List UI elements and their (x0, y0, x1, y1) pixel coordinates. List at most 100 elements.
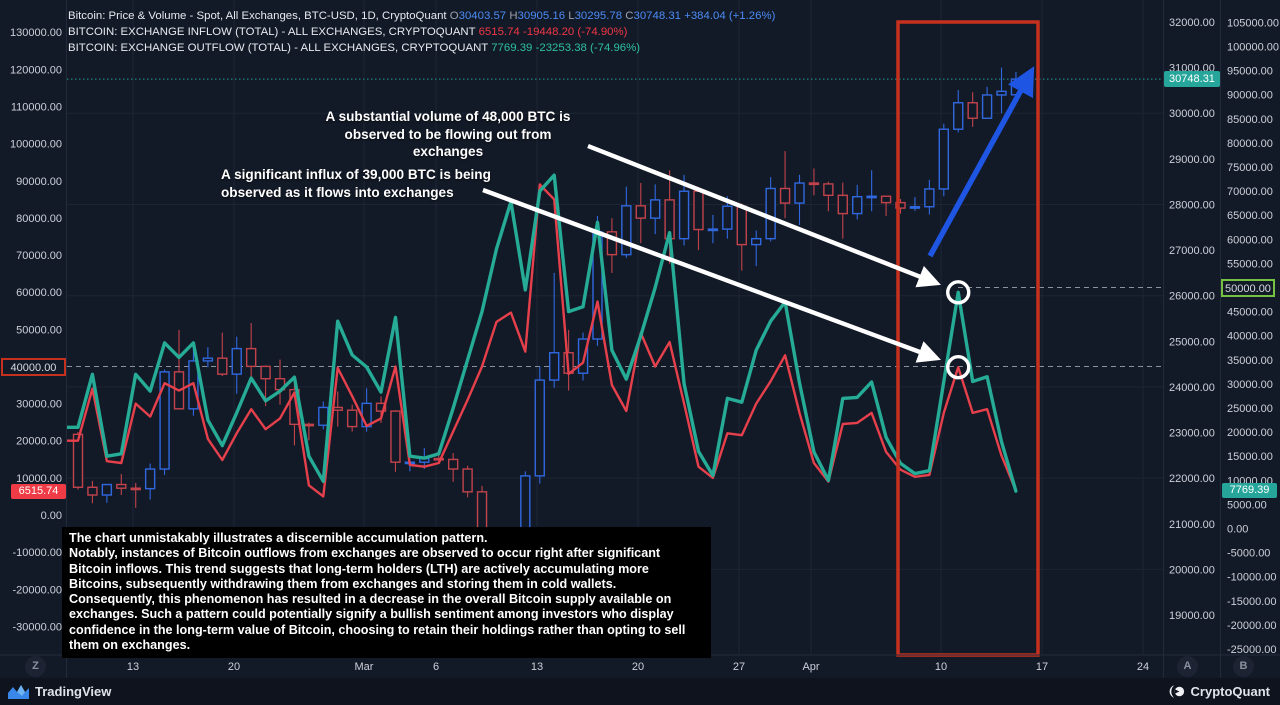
svg-text:90000.00: 90000.00 (1227, 90, 1273, 102)
svg-text:24000.00: 24000.00 (1169, 382, 1215, 394)
pointer-arrow-outflow (587, 143, 941, 288)
svg-text:95000.00: 95000.00 (1227, 66, 1273, 78)
timezone-button[interactable]: Z (25, 656, 46, 677)
svg-text:27000.00: 27000.00 (1169, 245, 1215, 257)
outflow-value: 7769.39 (491, 42, 533, 54)
svg-text:40000.00: 40000.00 (1227, 331, 1273, 343)
svg-text:70000.00: 70000.00 (1227, 186, 1273, 198)
svg-text:-25000.00: -25000.00 (1227, 644, 1277, 656)
svg-text:-10000.00: -10000.00 (12, 547, 62, 559)
bottom-bar: TradingView CryptoQuant (0, 678, 1280, 705)
svg-text:24: 24 (1137, 661, 1149, 673)
svg-text:10000.00: 10000.00 (16, 473, 62, 485)
svg-text:21000.00: 21000.00 (1169, 519, 1215, 531)
svg-text:20000.00: 20000.00 (1227, 427, 1273, 439)
inflow-left-axis[interactable]: 130000.00 120000.00 110000.00 100000.00 9000… (10, 27, 62, 633)
svg-text:110000.00: 110000.00 (11, 102, 62, 114)
svg-text:-5000.00: -5000.00 (1227, 548, 1270, 560)
svg-text:0.00: 0.00 (41, 510, 62, 522)
note-line: them on exchanges. (69, 637, 191, 652)
last-price-tag: 30748.31 (1164, 71, 1220, 87)
svg-text:120000.00: 120000.00 (10, 64, 62, 76)
close-value: 30748.31 (633, 10, 682, 22)
svg-text:85000.00: 85000.00 (1227, 114, 1273, 126)
note-line: The chart unmistakably illustrates a dis… (69, 531, 488, 545)
svg-text:26000.00: 26000.00 (1169, 291, 1215, 303)
svg-text:100000.00: 100000.00 (1227, 42, 1279, 54)
svg-text:-20000.00: -20000.00 (12, 584, 62, 596)
note-line: Bitcoins, subsequently withdrawing them … (69, 576, 617, 591)
svg-text:70000.00: 70000.00 (16, 250, 62, 262)
outflow-line (67, 173, 1018, 493)
price-chart-canvas[interactable]: 130000.00 120000.00 110000.00 100000.00 9000… (0, 0, 1280, 678)
svg-text:23000.00: 23000.00 (1169, 428, 1215, 440)
price-axis[interactable]: 32000.0031000.0030000.0029000.0028000.00… (1169, 17, 1215, 622)
low-value: 30295.78 (574, 10, 623, 22)
svg-text:19000.00: 19000.00 (1169, 610, 1215, 622)
outflow-peak-circle (946, 280, 971, 305)
inflow-series-legend[interactable]: BITCOIN: EXCHANGE INFLOW (TOTAL) - ALL E… (68, 24, 775, 40)
price-axis-a-button[interactable]: A (1177, 656, 1198, 677)
svg-text:15000.00: 15000.00 (1227, 451, 1273, 463)
svg-text:45000.00: 45000.00 (1227, 307, 1273, 319)
svg-text:-10000.00: -10000.00 (1227, 572, 1277, 584)
outflow-series-legend[interactable]: BITCOIN: EXCHANGE OUTFLOW (TOTAL) - ALL … (68, 40, 775, 56)
svg-text:20000.00: 20000.00 (16, 436, 62, 448)
svg-text:32000.00: 32000.00 (1169, 17, 1215, 29)
analysis-note-box: The chart unmistakably illustrates a dis… (62, 527, 711, 658)
svg-text:-30000.00: -30000.00 (12, 621, 62, 633)
cryptoquant-brand[interactable]: CryptoQuant (1168, 678, 1270, 705)
svg-text:35000.00: 35000.00 (1227, 355, 1273, 367)
svg-text:75000.00: 75000.00 (1227, 162, 1273, 174)
note-line: Consequently, this phenomenon has result… (69, 592, 672, 606)
inflow-annotation-text: A significant influx of 39,000 BTC is be… (221, 167, 491, 200)
svg-text:80000.00: 80000.00 (1227, 138, 1273, 150)
svg-text:29000.00: 29000.00 (1169, 154, 1215, 166)
svg-text:25000.00: 25000.00 (1227, 403, 1273, 415)
svg-text:105000.00: 105000.00 (1227, 17, 1279, 29)
svg-text:13: 13 (531, 661, 543, 673)
outflow-last-value-tag: 7769.39 (1222, 483, 1277, 498)
tradingview-brand-label: TradingView (35, 684, 112, 699)
svg-text:5000.00: 5000.00 (1227, 499, 1267, 511)
candlestick-series (72, 67, 1022, 590)
cryptoquant-logo-icon (1168, 684, 1185, 699)
inflow-change: -19448.20 (-74.90%) (522, 26, 628, 38)
svg-text:Mar: Mar (355, 661, 374, 673)
note-line: Bitcoin inflows. This trend suggests tha… (69, 561, 649, 576)
open-value: 30403.57 (458, 10, 507, 22)
svg-text:65000.00: 65000.00 (1227, 210, 1273, 222)
tradingview-logo-icon (8, 684, 29, 699)
price-series-legend[interactable]: Bitcoin: Price & Volume - Spot, All Exch… (68, 8, 775, 24)
inflow-line (67, 183, 1018, 498)
drawings-layer[interactable] (482, 20, 1040, 657)
svg-text:20: 20 (632, 661, 644, 673)
outflow-alert-level-tag: 50000.00 (1221, 279, 1275, 297)
level-lines (67, 78, 1163, 367)
inflow-last-value-tag: 6515.74 (11, 484, 66, 499)
svg-text:-20000.00: -20000.00 (1227, 620, 1277, 632)
change-value: +384.04 (+1.26%) (684, 10, 776, 22)
svg-text:80000.00: 80000.00 (16, 213, 62, 225)
svg-text:60000.00: 60000.00 (16, 287, 62, 299)
svg-text:28000.00: 28000.00 (1169, 199, 1215, 211)
note-line: confidence in the long-term value of Bit… (69, 622, 686, 637)
low-label: L (568, 10, 575, 22)
svg-text:30000.00: 30000.00 (1169, 108, 1215, 120)
time-axis[interactable]: 13 20 Mar 6 13 20 27 Apr 10 17 24 (127, 661, 1149, 673)
svg-text:90000.00: 90000.00 (16, 176, 62, 188)
pointer-arrow-inflow (482, 187, 941, 363)
outflow-right-axis[interactable]: 105000.00 100000.00 95000.00 90000.00 85000.… (1227, 17, 1279, 656)
svg-text:6: 6 (433, 661, 439, 673)
bullish-trend-arrow (927, 66, 1035, 258)
indicator-axis-b-button[interactable]: B (1233, 656, 1254, 677)
outflow-change: -23253.38 (-74.96%) (535, 42, 641, 54)
high-label: H (509, 10, 518, 22)
outflow-annotation-text: A substantial volume of 48,000 BTC is ob… (325, 109, 571, 159)
svg-text:30000.00: 30000.00 (16, 399, 62, 411)
note-line: exchanges. Such a pattern could potentia… (69, 607, 674, 622)
svg-text:10: 10 (935, 661, 947, 673)
tradingview-brand[interactable]: TradingView (8, 678, 111, 705)
svg-text:20000.00: 20000.00 (1169, 564, 1215, 576)
